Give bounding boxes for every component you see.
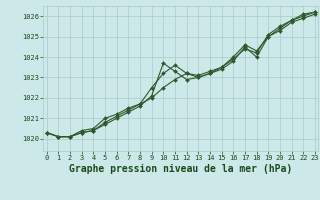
X-axis label: Graphe pression niveau de la mer (hPa): Graphe pression niveau de la mer (hPa) [69, 164, 292, 174]
